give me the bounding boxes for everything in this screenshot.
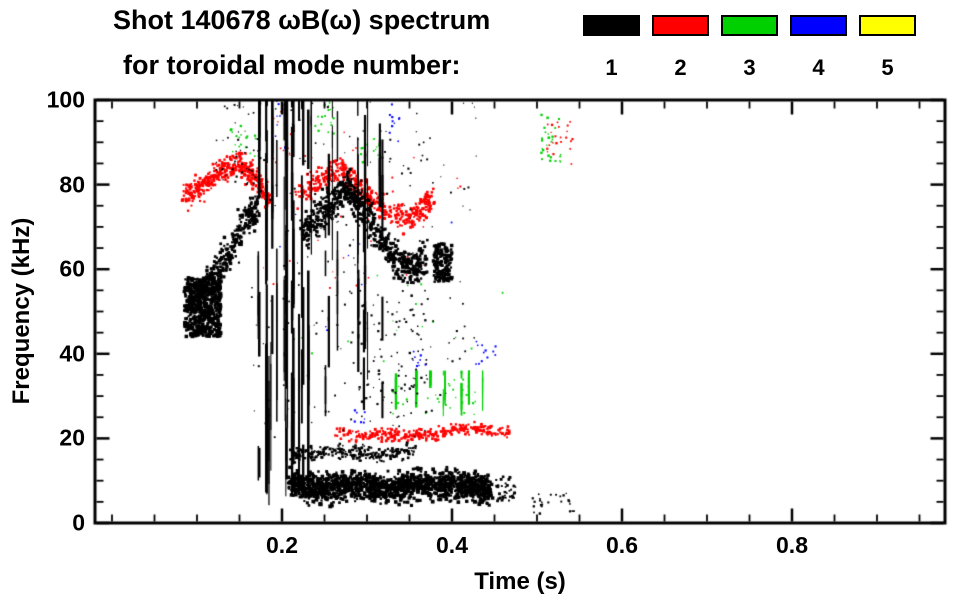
figure-subtitle: for toroidal mode number: bbox=[123, 50, 461, 80]
x-tick-label-0.8: 0.8 bbox=[776, 532, 808, 558]
legend-swatch-n3 bbox=[721, 15, 778, 36]
legend-swatch-n5 bbox=[859, 15, 916, 36]
legend-label-n2: 2 bbox=[674, 55, 687, 80]
legend-label-n5: 5 bbox=[881, 55, 894, 80]
legend-label-n3: 3 bbox=[743, 55, 756, 80]
y-tick-label-0: 0 bbox=[72, 509, 85, 536]
y-tick-label-100: 100 bbox=[46, 86, 85, 113]
figure-title: Shot 140678 ωB(ω) spectrum bbox=[113, 5, 491, 35]
legend-label-n4: 4 bbox=[812, 55, 825, 80]
legend-labels: 1 2 3 4 5 bbox=[583, 55, 916, 81]
y-tick-label-80: 80 bbox=[59, 171, 85, 198]
x-tick-label-0.4: 0.4 bbox=[436, 532, 468, 558]
x-axis-title: Time (s) bbox=[474, 568, 566, 595]
y-tick-label-40: 40 bbox=[59, 340, 85, 367]
y-axis-title: Frequency (kHz) bbox=[8, 217, 35, 405]
legend-swatch-n1 bbox=[583, 15, 640, 36]
x-tick-label-0.2: 0.2 bbox=[266, 532, 298, 558]
legend-swatch-n4 bbox=[790, 15, 847, 36]
y-tick-label-60: 60 bbox=[59, 255, 85, 282]
y-tick-label-20: 20 bbox=[59, 424, 85, 451]
x-tick-label-0.6: 0.6 bbox=[606, 532, 638, 558]
legend-swatches bbox=[583, 15, 916, 36]
legend-swatch-n2 bbox=[652, 15, 709, 36]
legend-label-n1: 1 bbox=[605, 55, 618, 80]
